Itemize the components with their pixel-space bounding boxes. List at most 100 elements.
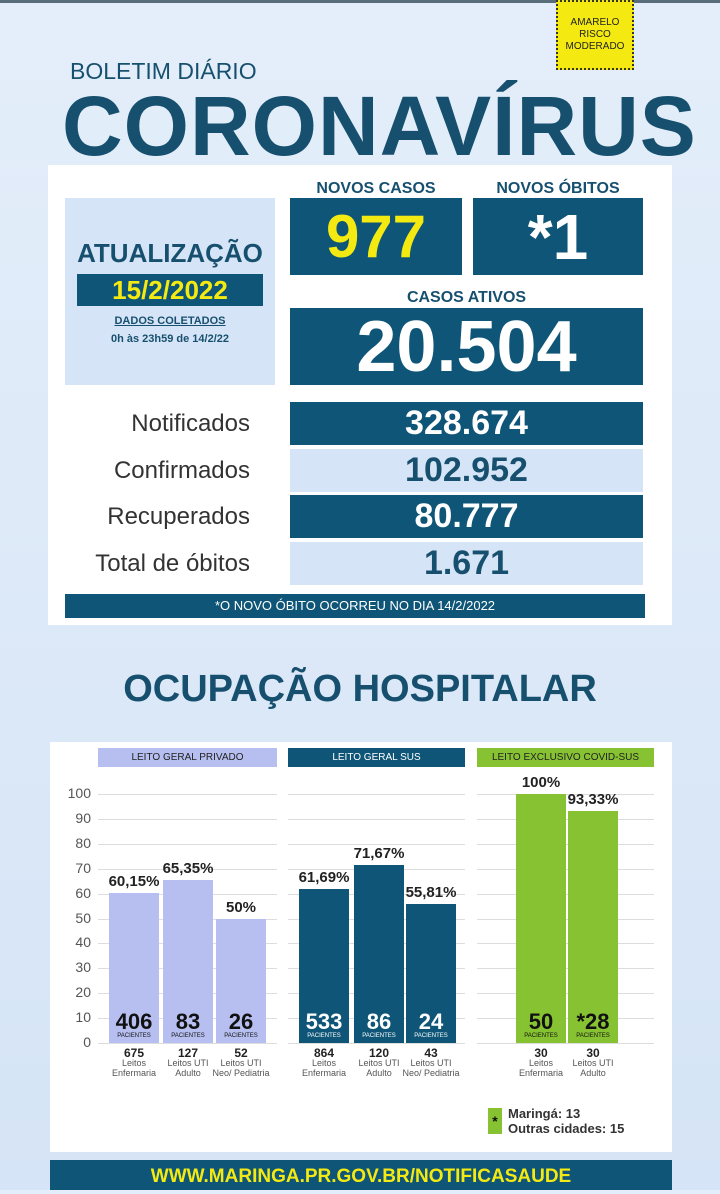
bed-count: 864: [313, 1046, 335, 1060]
percent-label: 60,15%: [108, 873, 160, 891]
total-value: 1.671: [290, 542, 643, 585]
total-label: Confirmados: [113, 457, 250, 484]
total-value: 328.674: [290, 402, 643, 445]
gridline: [98, 843, 277, 845]
badge-line: MODERADO: [565, 41, 625, 52]
y-tick-label: 0: [83, 1034, 91, 1050]
bed-type: Leitos Enfermaria: [111, 1058, 156, 1078]
percent-label: 93,33%: [567, 790, 619, 808]
bed-label: 30 Leitos Enfermaria: [511, 1047, 571, 1078]
update-label: ATUALIZAÇÃO: [77, 238, 263, 268]
group-header: LEITO EXCLUSIVO COVID-SUS: [477, 748, 654, 767]
y-tick-label: 70: [75, 859, 91, 876]
group-header: LEITO GERAL SUS: [288, 748, 465, 767]
gridline: [98, 818, 277, 820]
collected-label: DADOS COLETADOS: [114, 315, 226, 327]
badge-line: RISCO: [579, 29, 611, 40]
active-cases-label: CASOS ATIVOS: [406, 289, 527, 306]
bed-count: 675: [123, 1046, 145, 1060]
total-value: 102.952: [290, 449, 643, 492]
y-tick-label: 10: [75, 1009, 91, 1026]
risk-badge: AMARELO RISCO MODERADO: [556, 0, 634, 70]
patients-label: PACIENTES: [171, 1032, 205, 1039]
bar: 86 PACIENTES: [354, 864, 404, 1043]
gridline: [98, 868, 277, 870]
patients-count: 406: [115, 1008, 153, 1034]
asterisk-icon: *: [488, 1108, 502, 1134]
y-tick-label: 80: [75, 834, 91, 851]
bar: 26 PACIENTES: [216, 918, 266, 1043]
bed-type: Leitos Enfermaria: [518, 1058, 563, 1078]
patients-count: 24: [418, 1008, 444, 1034]
bed-label: 52 Leitos UTI Neo/ Pediatria: [211, 1047, 271, 1078]
legend-outras: Outras cidades: 15: [508, 1121, 625, 1136]
percent-label: 100%: [521, 774, 561, 791]
y-tick-label: 100: [67, 785, 91, 801]
bed-type: Leitos UTI Adulto: [167, 1058, 209, 1078]
bar: 50 PACIENTES: [516, 794, 566, 1043]
new-cases-label: NOVOS CASOS: [316, 180, 436, 197]
bed-type: Leitos UTI Adulto: [358, 1058, 400, 1078]
patients-count: *28: [576, 1008, 610, 1034]
footnote: *O NOVO ÓBITO OCORREU NO DIA 14/2/2022: [65, 594, 645, 618]
y-tick-label: 50: [75, 909, 91, 926]
new-deaths-label: NOVOS ÓBITOS: [496, 180, 620, 197]
y-tick-label: 20: [75, 984, 91, 1001]
patients-count: 86: [366, 1008, 392, 1034]
update-box: ATUALIZAÇÃO 15/2/2022 DADOS COLETADOS 0h…: [65, 198, 275, 385]
percent-label: 65,35%: [162, 860, 214, 878]
footer-url[interactable]: WWW.MARINGA.PR.GOV.BR/NOTIFICASAUDE: [50, 1160, 672, 1190]
total-label: Recuperados: [107, 503, 250, 530]
patients-count: 533: [305, 1008, 343, 1034]
percent-label: 50%: [225, 898, 257, 916]
patients-count: 83: [175, 1008, 201, 1034]
bed-type: Leitos UTI Adulto: [572, 1058, 614, 1078]
gridline: [477, 1043, 654, 1044]
badge-line: AMARELO: [570, 17, 620, 28]
gridline: [288, 794, 465, 795]
bed-label: 30 Leitos UTI Adulto: [563, 1046, 623, 1078]
patients-label: PACIENTES: [576, 1032, 610, 1039]
bed-count: 30: [586, 1046, 600, 1060]
subtitle: BOLETIM DIÁRIO: [70, 58, 257, 84]
bed-label: 864 Leitos Enfermaria: [294, 1046, 354, 1078]
patients-label: PACIENTES: [224, 1033, 258, 1039]
total-value: 80.777: [290, 495, 643, 538]
bed-count: 127: [177, 1046, 199, 1060]
bed-type: Leitos UTI Neo/ Pediatria: [402, 1058, 460, 1078]
bed-type: Leitos Enfermaria: [301, 1058, 346, 1078]
bar: *28 PACIENTES: [568, 810, 618, 1043]
gridline: [98, 794, 277, 795]
legend-maringa: Maringá: 13: [508, 1106, 581, 1121]
patients-count: 50: [528, 1009, 554, 1034]
bar: 406 PACIENTES: [109, 893, 159, 1043]
bar: 533 PACIENTES: [299, 889, 349, 1043]
patients-label: PACIENTES: [414, 1032, 448, 1039]
gridline: [288, 843, 465, 845]
new-cases-value: 977: [290, 198, 462, 275]
patients-label: PACIENTES: [524, 1033, 558, 1039]
bed-label: 43 Leitos UTI Neo/ Pediatria: [401, 1046, 461, 1078]
bar: 24 PACIENTES: [406, 904, 456, 1043]
y-tick-label: 40: [75, 934, 91, 951]
total-label: Total de óbitos: [95, 550, 250, 577]
top-border: [0, 0, 720, 3]
collected-range: 0h às 23h59 de 14/2/22: [110, 333, 230, 345]
bed-count: 120: [368, 1046, 390, 1060]
gridline: [288, 1043, 465, 1044]
bar: 83 PACIENTES: [163, 880, 213, 1043]
update-date: 15/2/2022: [77, 274, 263, 306]
gridline: [98, 1043, 277, 1044]
bed-label: 675 Leitos Enfermaria: [104, 1046, 164, 1078]
total-label: Notificados: [131, 410, 250, 437]
group-header: LEITO GERAL PRIVADO: [98, 748, 277, 767]
gridline: [288, 818, 465, 820]
patients-label: PACIENTES: [117, 1032, 151, 1039]
bed-type: Leitos UTI Neo/ Pediatria: [212, 1058, 270, 1078]
bed-label: 127 Leitos UTI Adulto: [158, 1046, 218, 1078]
patients-label: PACIENTES: [362, 1032, 396, 1039]
patients-label: PACIENTES: [307, 1032, 341, 1039]
bed-count: 43: [424, 1046, 438, 1060]
legend: * Maringá: 13 Outras cidades: 15: [488, 1106, 624, 1136]
y-tick-label: 30: [75, 959, 91, 976]
